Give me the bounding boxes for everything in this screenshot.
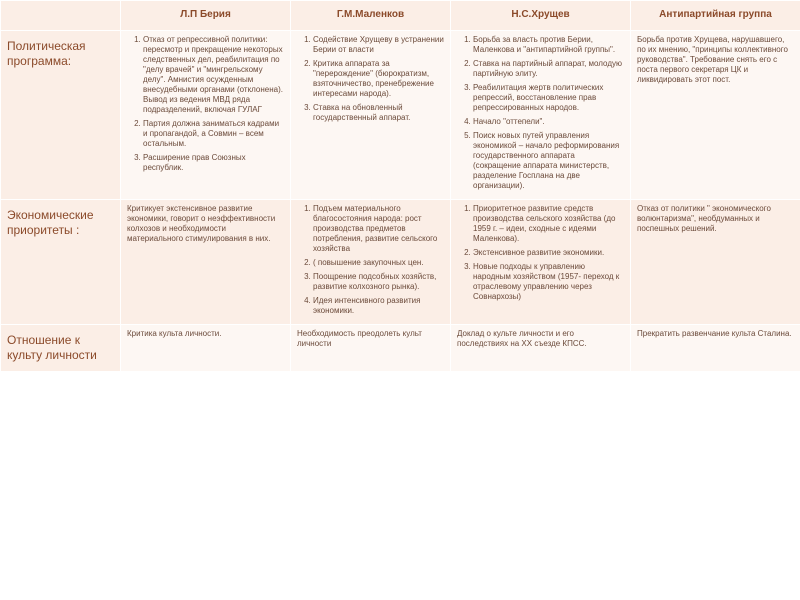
list-item: Партия должна заниматься кадрами и пропа…: [143, 119, 284, 149]
list-item: Поощрение подсобных хозяйств, развитие к…: [313, 272, 444, 292]
table-cell: Приоритетное развитие средств производст…: [451, 199, 631, 324]
cell-text: Борьба против Хрущева, нарушавшего, по и…: [637, 35, 794, 85]
list-item: Борьба за власть против Берии, Маленкова…: [473, 35, 624, 55]
table-cell: Прекратить развенчание культа Сталина.: [631, 324, 800, 371]
cell-text: Необходимость преодолеть культ личности: [297, 329, 444, 349]
row-header: Отношение к культу личности: [1, 324, 121, 371]
list-item: Экстенсивное развитие экономики.: [473, 248, 624, 258]
table-cell: Необходимость преодолеть культ личности: [291, 324, 451, 371]
col-header-antiparty: Антипартийная группа: [631, 1, 800, 31]
list-item: Поиск новых путей управления экономикой …: [473, 131, 624, 191]
table-cell: Борьба против Хрущева, нарушавшего, по и…: [631, 30, 800, 199]
list-item: Реабилитация жертв политических репресси…: [473, 83, 624, 113]
list-item: Новые подходы к управлению народным хозя…: [473, 262, 624, 302]
table-cell: Отказ от репрессивной политики: пересмот…: [121, 30, 291, 199]
list-item: Ставка на обновленный государственный ап…: [313, 103, 444, 123]
table-cell: Подъем материального благосостояния наро…: [291, 199, 451, 324]
header-row: Л.П Берия Г.М.Маленков Н.С.Хрущев Антипа…: [1, 1, 800, 31]
list-item: Ставка на партийный аппарат, молодую пар…: [473, 59, 624, 79]
list-item: Подъем материального благосостояния наро…: [313, 204, 444, 254]
cell-list: Приоритетное развитие средств производст…: [457, 204, 624, 302]
list-item: Расширение прав Союзных республик.: [143, 153, 284, 173]
table-cell: Критикует экстенсивное развитие экономик…: [121, 199, 291, 324]
table-cell: Критика культа личности.: [121, 324, 291, 371]
table-cell: Отказ от политики " экономического волюн…: [631, 199, 800, 324]
cell-list: Отказ от репрессивной политики: пересмот…: [127, 35, 284, 173]
list-item: Отказ от репрессивной политики: пересмот…: [143, 35, 284, 115]
col-header-khrushchev: Н.С.Хрущев: [451, 1, 631, 31]
row-header: Политическая программа:: [1, 30, 121, 199]
row-header: Экономические приоритеты :: [1, 199, 121, 324]
cell-list: Подъем материального благосостояния наро…: [297, 204, 444, 316]
col-header-malenkov: Г.М.Маленков: [291, 1, 451, 31]
cell-text: Доклад о культе личности и его последств…: [457, 329, 624, 349]
cell-list: Борьба за власть против Берии, Маленкова…: [457, 35, 624, 191]
cell-text: Отказ от политики " экономического волюн…: [637, 204, 794, 234]
col-header-beria: Л.П Берия: [121, 1, 291, 31]
list-item: Начало "оттепели".: [473, 117, 624, 127]
table-cell: Борьба за власть против Берии, Маленкова…: [451, 30, 631, 199]
cell-text: Критикует экстенсивное развитие экономик…: [127, 204, 284, 244]
list-item: ( повышение закупочных цен.: [313, 258, 444, 268]
list-item: Содействие Хрущеву в устранении Берии от…: [313, 35, 444, 55]
list-item: Идея интенсивного развития экономики.: [313, 296, 444, 316]
cell-text: Прекратить развенчание культа Сталина.: [637, 329, 794, 339]
col-header-blank: [1, 1, 121, 31]
table-row: Отношение к культу личности Критика культ…: [1, 324, 800, 371]
cell-text: Критика культа личности.: [127, 329, 284, 339]
table-cell: Доклад о культе личности и его последств…: [451, 324, 631, 371]
cell-list: Содействие Хрущеву в устранении Берии от…: [297, 35, 444, 123]
comparison-table: Л.П Берия Г.М.Маленков Н.С.Хрущев Антипа…: [0, 0, 800, 372]
table-row: Политическая программа: Отказ от репресси…: [1, 30, 800, 199]
table-cell: Содействие Хрущеву в устранении Берии от…: [291, 30, 451, 199]
list-item: Приоритетное развитие средств производст…: [473, 204, 624, 244]
list-item: Критика аппарата за "перерождение" (бюро…: [313, 59, 444, 99]
table-row: Экономические приоритеты :Критикует экст…: [1, 199, 800, 324]
